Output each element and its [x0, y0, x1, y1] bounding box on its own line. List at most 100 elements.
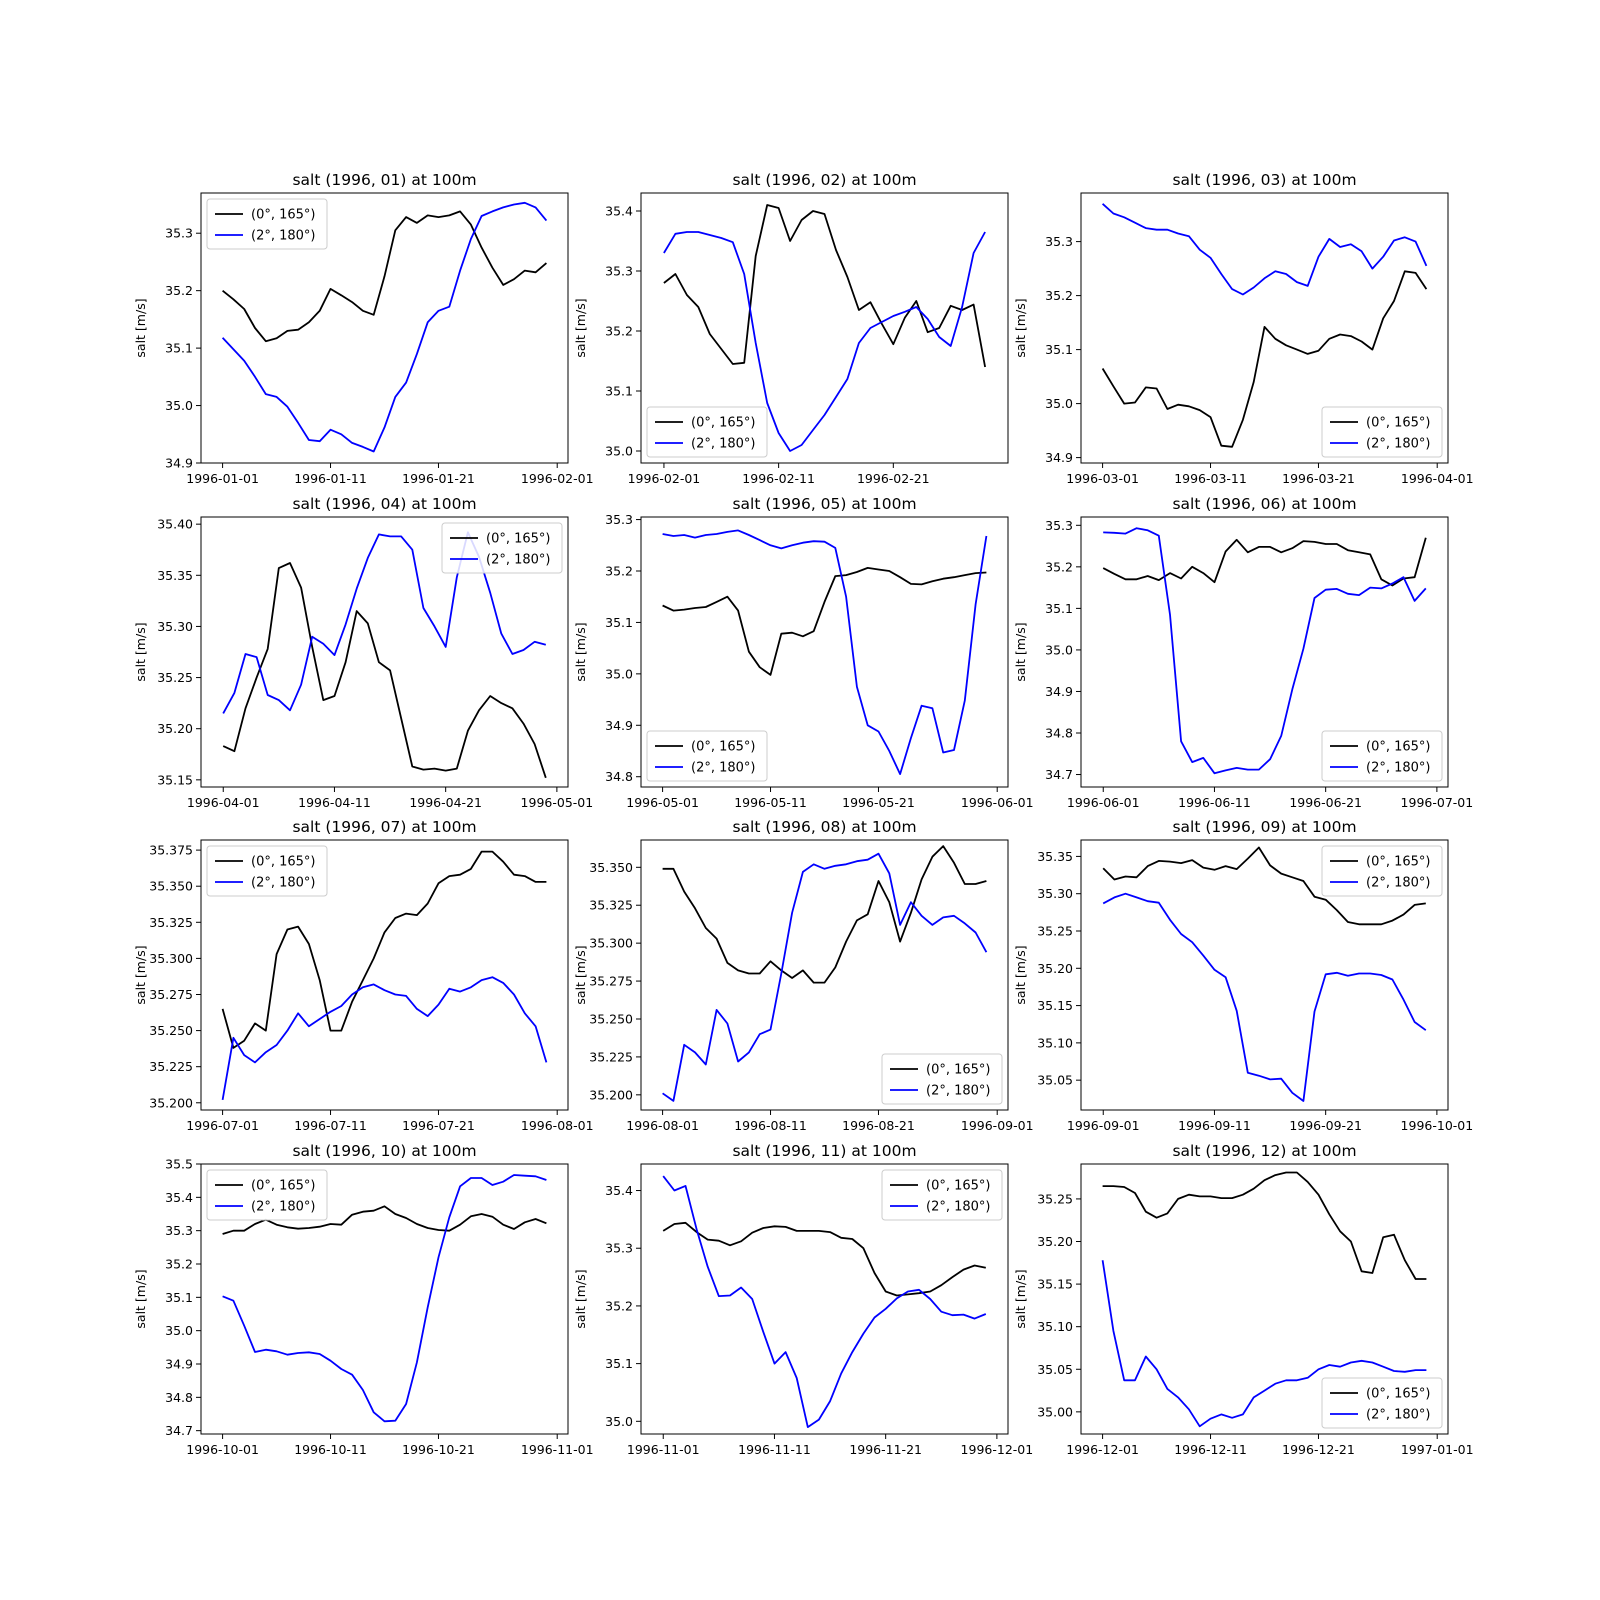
legend-box [1321, 730, 1443, 782]
legend: (0°, 165°) (2°, 180°) [1321, 730, 1443, 782]
y-tick-label: 35.2 [605, 1298, 633, 1313]
y-tick-label: 35.4 [165, 1190, 193, 1205]
series-line-1 [1102, 846, 1426, 926]
legend-box [881, 1169, 1003, 1221]
x-tick-label: 1996-02-01 [521, 471, 594, 486]
series-line-1 [1102, 1171, 1427, 1280]
y-tick-label: 35.0 [605, 444, 633, 459]
y-tick-label: 35.25 [157, 670, 193, 685]
legend-label: (0°, 165°) [926, 1179, 991, 1194]
x-tick-label: 1996-06-01 [961, 795, 1034, 810]
x-tick-label: 1996-11-21 [849, 1442, 922, 1457]
y-tick-label: 35.1 [605, 1356, 633, 1371]
x-tick-label: 1996-12-01 [1066, 1442, 1139, 1457]
x-tick-label: 1996-12-01 [961, 1442, 1034, 1457]
series-line-2 [1101, 1260, 1427, 1428]
chart-title: salt (1996, 07) at 100m [292, 818, 476, 836]
series-line-1 [663, 204, 986, 368]
y-tick-label: 34.9 [165, 1357, 193, 1372]
y-tick-label: 34.8 [165, 1390, 193, 1405]
x-tick-label: 1996-05-21 [842, 795, 915, 810]
chart-title: salt (1996, 09) at 100m [1172, 818, 1356, 836]
y-tick-label: 35.05 [1037, 1073, 1073, 1088]
y-tick-label: 35.5 [165, 1157, 193, 1172]
legend: (0°, 165°) (2°, 180°) [1321, 845, 1443, 897]
chart-panel-3: salt (1996, 03) at 100m salt [m/s] 34.9 35.… [1013, 171, 1474, 486]
y-tick-label: 35.2 [1045, 288, 1073, 303]
legend-label: (0°, 165°) [251, 1179, 316, 1194]
y-axis-label: salt [m/s] [573, 945, 588, 1004]
legend-label: (0°, 165°) [926, 1063, 991, 1078]
x-tick-label: 1996-08-01 [521, 1118, 594, 1133]
legend: (0°, 165°) (2°, 180°) [646, 406, 768, 458]
series-line-2 [222, 531, 547, 714]
x-tick-label: 1996-11-01 [627, 1442, 700, 1457]
y-tick-label: 35.25 [1037, 923, 1073, 938]
legend-label: (0°, 165°) [1366, 1387, 1431, 1402]
y-tick-label: 34.9 [1045, 450, 1073, 465]
y-tick-label: 35.30 [157, 619, 193, 634]
legend-label: (0°, 165°) [691, 416, 756, 431]
x-tick-label: 1996-03-21 [1282, 471, 1355, 486]
y-tick-label: 35.15 [1037, 1277, 1073, 1292]
x-tick-label: 1996-04-01 [1401, 471, 1474, 486]
series-line-2 [1103, 527, 1427, 775]
y-axis-label: salt [m/s] [133, 622, 148, 681]
legend-label: (2°, 180°) [486, 553, 551, 568]
x-tick-label: 1996-10-11 [294, 1442, 367, 1457]
y-tick-label: 35.275 [149, 987, 193, 1002]
chart-panel-11: salt (1996, 11) at 100m salt [m/s] 35.0 35.… [573, 1142, 1033, 1457]
x-tick-label: 1996-02-11 [742, 471, 815, 486]
series-line-1 [222, 210, 547, 343]
series-line-1 [222, 1205, 547, 1235]
legend: (0°, 165°) (2°, 180°) [1321, 406, 1443, 458]
plot-frame [1080, 839, 1449, 1111]
y-tick-label: 35.35 [1037, 849, 1073, 864]
legend-label: (0°, 165°) [251, 855, 316, 870]
legend-label: (0°, 165°) [1366, 416, 1431, 431]
chart-title: salt (1996, 04) at 100m [292, 495, 476, 513]
legend-box [646, 406, 768, 458]
series-line-2 [662, 852, 988, 1102]
y-axis-label: salt [m/s] [1013, 945, 1028, 1004]
chart-panel-2: salt (1996, 02) at 100m salt [m/s] 35.0 35.… [573, 171, 1009, 486]
y-tick-label: 35.350 [149, 879, 193, 894]
x-tick-label: 1996-05-01 [626, 795, 699, 810]
y-tick-label: 35.2 [165, 283, 193, 298]
y-tick-label: 35.300 [589, 936, 633, 951]
x-tick-label: 1996-05-11 [734, 795, 807, 810]
legend: (0°, 165°) (2°, 180°) [206, 1169, 328, 1221]
x-tick-label: 1996-01-01 [186, 471, 259, 486]
chart-panel-9: salt (1996, 09) at 100m salt [m/s] 35.05 35… [1013, 818, 1473, 1133]
y-tick-label: 35.3 [165, 1223, 193, 1238]
chart-title: salt (1996, 10) at 100m [292, 1142, 476, 1160]
legend-label: (2°, 180°) [251, 1200, 316, 1215]
y-tick-label: 35.15 [157, 772, 193, 787]
legend: (0°, 165°) (2°, 180°) [206, 845, 328, 897]
y-axis-label: salt [m/s] [573, 622, 588, 681]
y-tick-label: 35.250 [589, 1011, 633, 1026]
chart-title: salt (1996, 02) at 100m [732, 171, 916, 189]
legend-label: (2°, 180°) [1366, 761, 1431, 776]
legend-box [646, 730, 768, 782]
legend-label: (0°, 165°) [1366, 855, 1431, 870]
y-axis-label: salt [m/s] [573, 1269, 588, 1328]
y-tick-label: 35.3 [165, 226, 193, 241]
x-tick-label: 1996-04-11 [298, 795, 371, 810]
x-tick-label: 1996-07-01 [1401, 795, 1474, 810]
legend-label: (2°, 180°) [251, 876, 316, 891]
y-tick-label: 35.3 [605, 264, 633, 279]
series-line-1 [221, 850, 547, 1049]
legend-label: (0°, 165°) [1366, 740, 1431, 755]
legend-box [206, 198, 328, 250]
series-line-1 [1101, 270, 1428, 448]
y-tick-label: 35.4 [605, 1183, 633, 1198]
series-line-2 [222, 1174, 547, 1423]
series-line-1 [662, 845, 987, 984]
x-tick-label: 1996-07-01 [186, 1118, 259, 1133]
legend: (0°, 165°) (2°, 180°) [646, 730, 768, 782]
y-tick-label: 35.200 [149, 1095, 193, 1110]
y-axis-label: salt [m/s] [1013, 622, 1028, 681]
plot-frame [200, 516, 569, 788]
legend-label: (0°, 165°) [691, 740, 756, 755]
